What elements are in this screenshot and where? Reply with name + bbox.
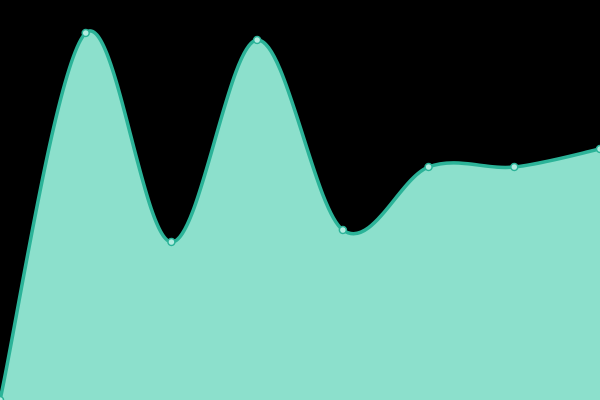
- data-point-markers: [0, 28, 600, 400]
- data-point-marker[interactable]: [338, 225, 348, 235]
- data-point-marker[interactable]: [510, 162, 519, 172]
- data-point-marker[interactable]: [252, 35, 262, 45]
- data-point-marker[interactable]: [595, 144, 600, 154]
- area-line: [0, 29, 600, 400]
- data-point-marker[interactable]: [424, 162, 433, 172]
- data-point-marker[interactable]: [81, 28, 90, 38]
- data-point-marker[interactable]: [0, 395, 5, 400]
- data-point-marker[interactable]: [167, 237, 176, 247]
- area-fill: [0, 30, 600, 400]
